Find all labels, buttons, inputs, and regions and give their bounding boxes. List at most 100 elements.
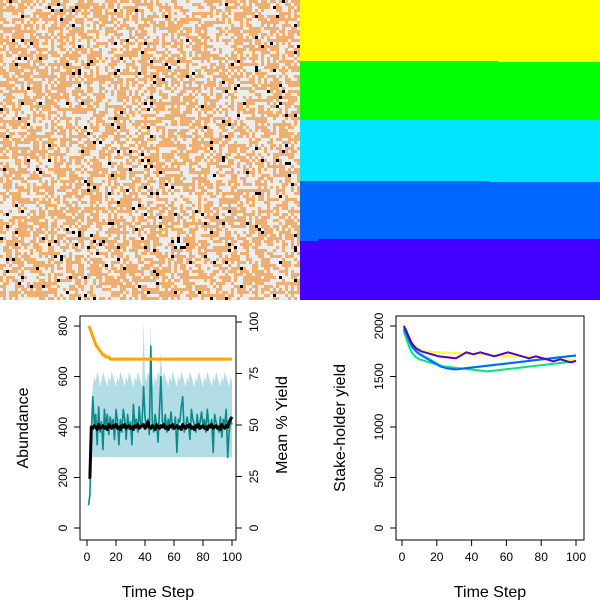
landscape-cell xyxy=(174,204,177,207)
landscape-cell xyxy=(192,27,195,30)
landscape-cell xyxy=(123,27,126,30)
landscape-cell xyxy=(54,114,57,117)
landscape-cell xyxy=(222,81,225,84)
landscape-cell xyxy=(267,30,270,33)
landscape-cell xyxy=(201,258,204,261)
landscape-cell xyxy=(84,174,87,177)
landscape-cell xyxy=(84,264,87,267)
landscape-cell xyxy=(234,105,237,108)
landscape-cell xyxy=(81,174,84,177)
landscape-cell xyxy=(192,6,195,9)
landscape-cell xyxy=(186,252,189,255)
x-axis-label: Time Step xyxy=(454,584,526,600)
landscape-cell xyxy=(141,81,144,84)
landscape-cell xyxy=(117,162,120,165)
landscape-cell xyxy=(234,135,237,138)
landscape-cell xyxy=(18,42,21,45)
landscape-cell xyxy=(294,36,297,39)
landscape-cell xyxy=(93,87,96,90)
landscape-cell xyxy=(90,96,93,99)
landscape-cell xyxy=(285,54,288,57)
landscape-cell xyxy=(168,192,171,195)
landscape-cell xyxy=(261,90,264,93)
landscape-cell xyxy=(267,138,270,141)
landscape-cell xyxy=(33,57,36,60)
landscape-cell xyxy=(240,114,243,117)
landscape-cell xyxy=(132,24,135,27)
landscape-cell xyxy=(141,6,144,9)
landscape-cell xyxy=(180,54,183,57)
landscape-cell xyxy=(183,0,186,3)
landscape-cell xyxy=(147,60,150,63)
landscape-cell xyxy=(147,177,150,180)
landscape-cell xyxy=(294,213,297,216)
landscape-cell xyxy=(102,27,105,30)
landscape-cell xyxy=(60,6,63,9)
landscape-cell xyxy=(87,51,90,54)
landscape-cell xyxy=(129,294,132,297)
landscape-cell xyxy=(171,15,174,18)
landscape-cell xyxy=(129,69,132,72)
landscape-cell xyxy=(234,264,237,267)
landscape-cell xyxy=(276,108,279,111)
landscape-cell xyxy=(165,171,168,174)
landscape-cell xyxy=(240,99,243,102)
landscape-cell xyxy=(102,204,105,207)
landscape-cell xyxy=(33,288,36,291)
landscape-cell xyxy=(144,102,147,105)
landscape-cell xyxy=(99,66,102,69)
landscape-cell xyxy=(129,102,132,105)
landscape-cell xyxy=(48,207,51,210)
landscape-cell xyxy=(138,102,141,105)
landscape-cell xyxy=(297,156,300,159)
landscape-cell xyxy=(24,36,27,39)
landscape-cell xyxy=(51,162,54,165)
landscape-cell xyxy=(123,99,126,102)
landscape-cell xyxy=(168,66,171,69)
stakeholder-series-line xyxy=(402,330,577,373)
landscape-cell xyxy=(276,249,279,252)
landscape-cell xyxy=(30,93,33,96)
landscape-cell xyxy=(234,126,237,129)
landscape-cell xyxy=(285,84,288,87)
landscape-cell xyxy=(27,93,30,96)
landscape-cell xyxy=(3,54,6,57)
landscape-cell xyxy=(72,144,75,147)
landscape-cell xyxy=(48,15,51,18)
landscape-cell xyxy=(210,123,213,126)
landscape-cell xyxy=(258,246,261,249)
landscape-cell xyxy=(177,198,180,201)
landscape-cell xyxy=(216,144,219,147)
landscape-cell xyxy=(45,297,48,300)
landscape-cell xyxy=(279,294,282,297)
landscape-cell xyxy=(45,153,48,156)
landscape-cell xyxy=(246,207,249,210)
landscape-cell xyxy=(12,285,15,288)
landscape-cell xyxy=(207,15,210,18)
landscape-cell xyxy=(168,237,171,240)
landscape-cell xyxy=(63,267,66,270)
landscape-cell xyxy=(249,120,252,123)
landscape-cell xyxy=(192,297,195,300)
landscape-cell xyxy=(60,0,63,3)
landscape-cell xyxy=(174,219,177,222)
landscape-cell xyxy=(216,120,219,123)
landscape-cell xyxy=(183,108,186,111)
landscape-cell xyxy=(42,243,45,246)
landscape-cell xyxy=(258,60,261,63)
landscape-cell xyxy=(135,273,138,276)
landscape-cell xyxy=(219,90,222,93)
landscape-cell xyxy=(186,210,189,213)
landscape-cell xyxy=(147,153,150,156)
landscape-cell xyxy=(168,198,171,201)
landscape-cell xyxy=(135,234,138,237)
landscape-cell xyxy=(99,33,102,36)
landscape-cell xyxy=(111,84,114,87)
landscape-cell xyxy=(237,57,240,60)
landscape-cell xyxy=(159,174,162,177)
landscape-cell xyxy=(213,51,216,54)
landscape-cell xyxy=(138,108,141,111)
landscape-cell xyxy=(60,150,63,153)
landscape-cell xyxy=(72,114,75,117)
landscape-cell xyxy=(84,144,87,147)
